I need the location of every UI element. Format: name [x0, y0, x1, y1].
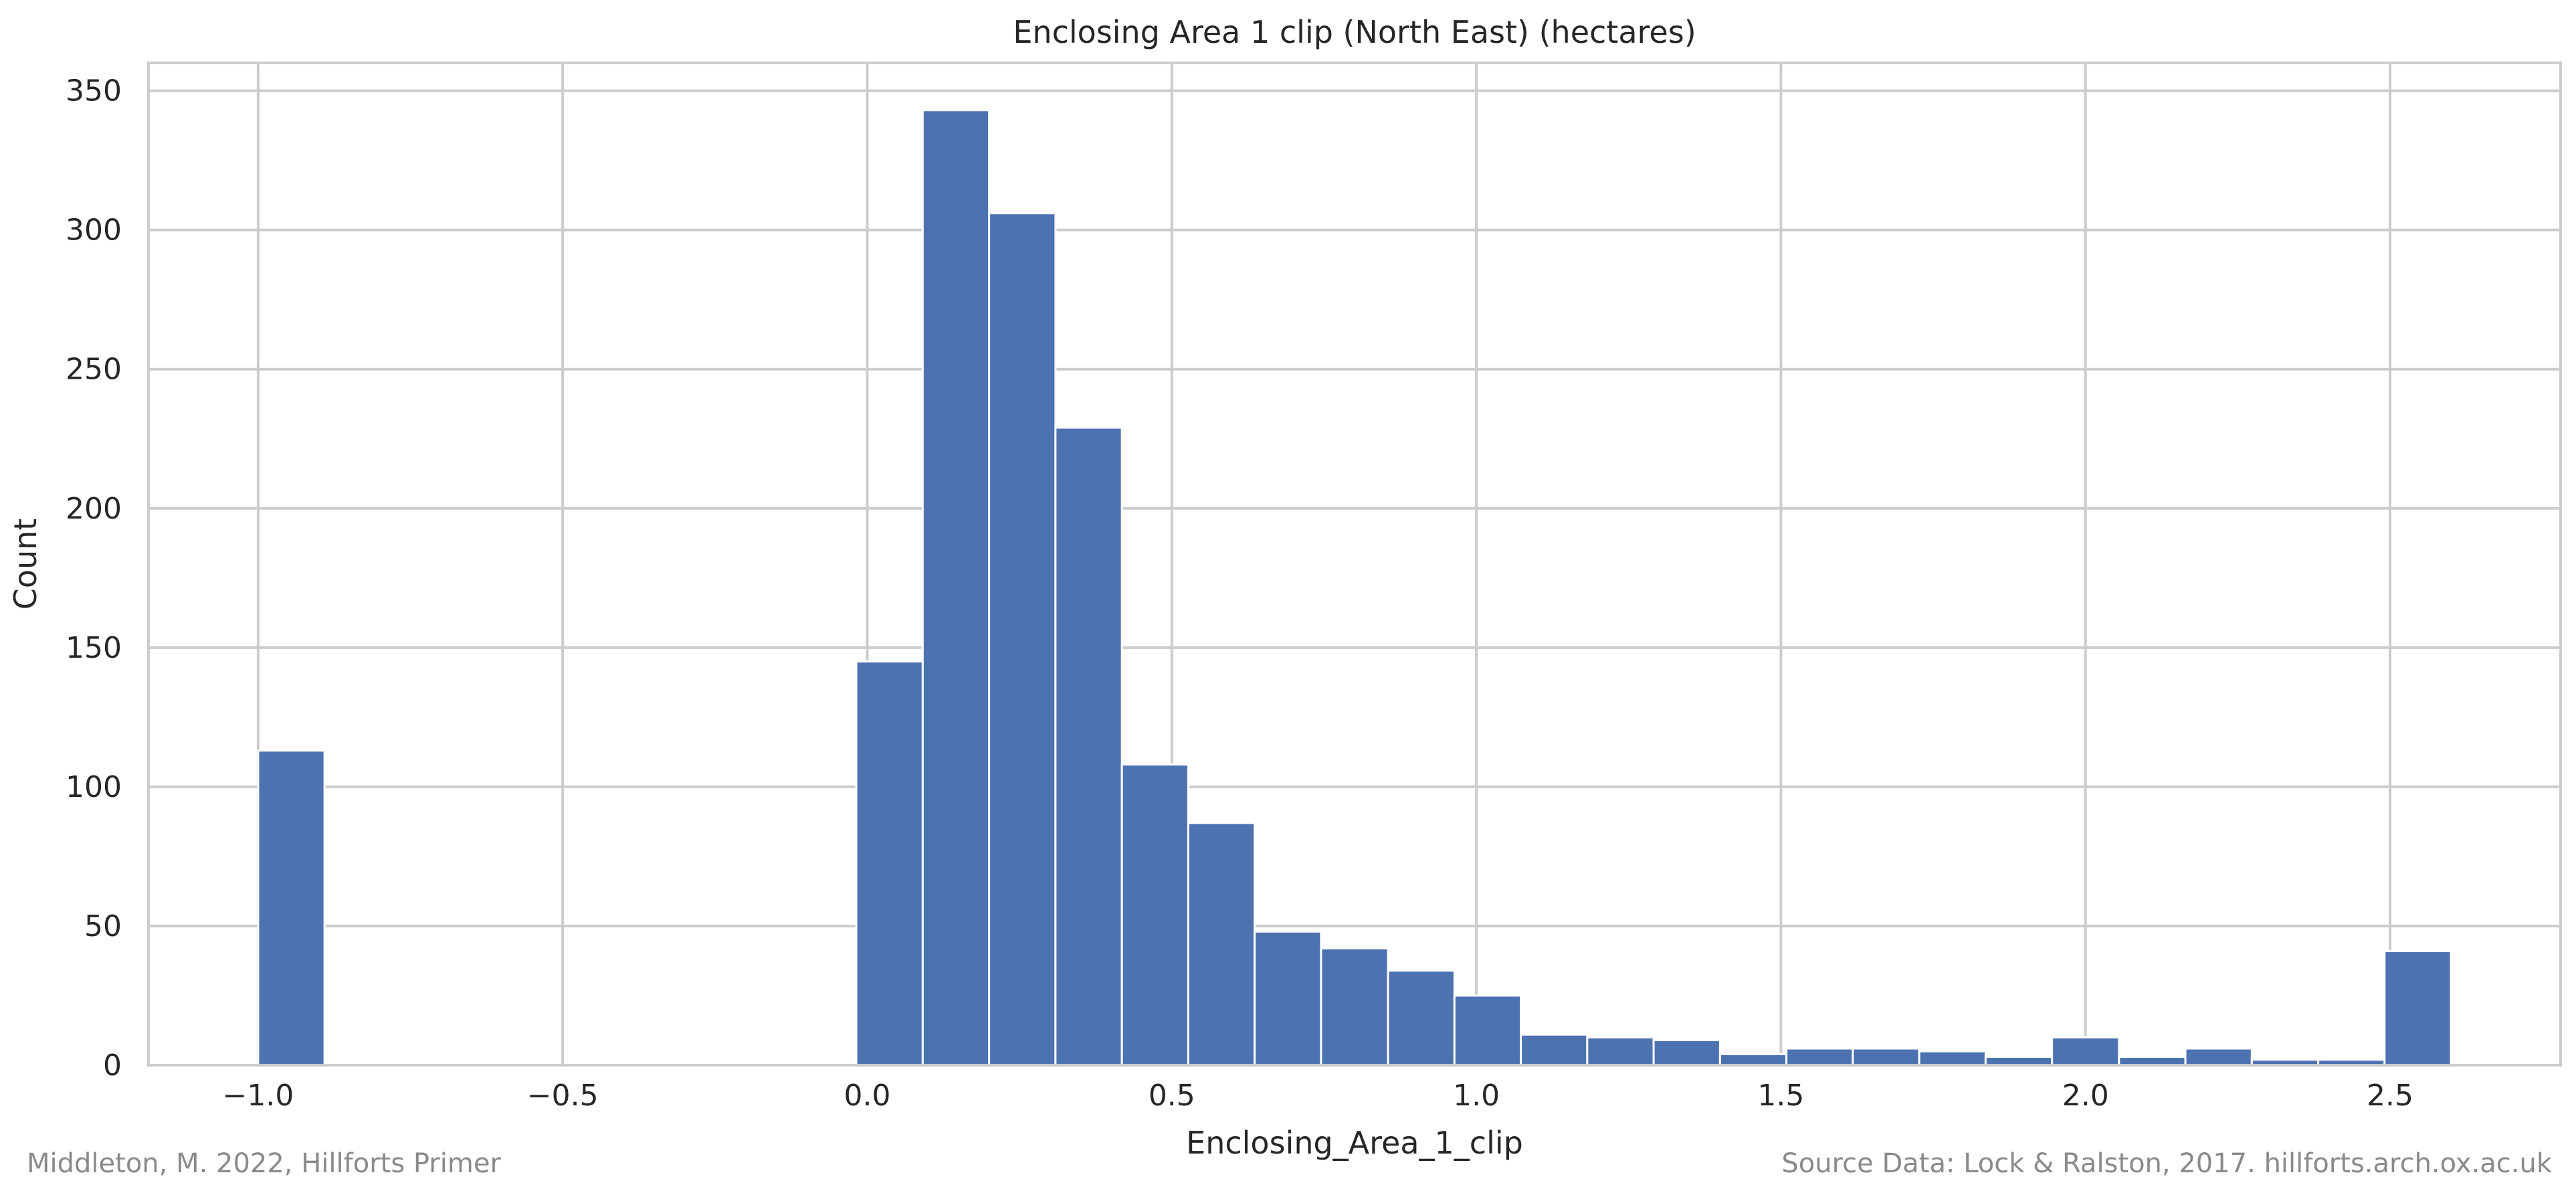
histogram-bar	[1785, 1047, 1854, 1067]
x-axis-label: Enclosing_Area_1_clip	[1186, 1125, 1523, 1161]
x-tick-label: 2.5	[2367, 1079, 2413, 1113]
y-tick-label: 200	[66, 492, 122, 526]
histogram-bar	[2184, 1047, 2253, 1067]
chart-title: Enclosing Area 1 clip (North East) (hect…	[1013, 14, 1696, 50]
author-credit: Middleton, M. 2022, Hillforts Primer	[27, 1148, 501, 1179]
source-credit: Source Data: Lock & Ralston, 2017. hillf…	[1781, 1148, 2552, 1179]
histogram-bar	[1852, 1047, 1920, 1067]
histogram-bar	[2051, 1036, 2120, 1067]
y-tick-label: 350	[66, 74, 122, 108]
x-tick-label: −0.5	[527, 1079, 599, 1113]
histogram-bar	[1586, 1036, 1655, 1067]
x-tick-label: −1.0	[222, 1079, 294, 1113]
y-tick-label: 100	[66, 770, 122, 804]
y-tick-labels: 0 50 100 150 200 250 300 350	[66, 74, 122, 1083]
histogram-bar	[1918, 1050, 1987, 1067]
histogram-bar	[1453, 994, 1522, 1067]
plot-frame	[147, 62, 2562, 1067]
histogram-bar	[1254, 930, 1322, 1067]
histogram-bar	[1187, 822, 1256, 1067]
y-tick-label: 0	[103, 1048, 122, 1083]
x-tick-labels: −1.0 −0.5 0.0 0.5 1.0 1.5 2.0 2.5	[222, 1079, 2413, 1113]
grid-lines	[148, 63, 2561, 1067]
histogram-bar	[855, 660, 924, 1067]
y-tick-label: 250	[66, 353, 122, 387]
x-tick-label: 0.0	[844, 1079, 891, 1113]
histogram-bars	[257, 109, 2452, 1067]
x-tick-label: 1.0	[1453, 1079, 1500, 1113]
histogram-bar	[1120, 763, 1189, 1067]
x-tick-label: 0.5	[1149, 1079, 1195, 1113]
histogram-bar	[1652, 1039, 1721, 1067]
histogram-bar	[1054, 426, 1123, 1067]
y-axis-label: Count	[7, 519, 43, 610]
x-tick-label: 1.5	[1757, 1079, 1804, 1113]
histogram-bar	[1387, 970, 1456, 1067]
histogram-bar	[1320, 947, 1389, 1067]
y-tick-label: 150	[66, 631, 122, 665]
histogram-bar	[1520, 1033, 1589, 1067]
histogram-bar	[921, 109, 991, 1067]
histogram-bar	[2383, 949, 2452, 1067]
y-tick-label: 300	[66, 213, 122, 248]
histogram-bar	[1718, 1053, 1788, 1067]
x-tick-label: 2.0	[2062, 1079, 2109, 1113]
histogram-bar	[257, 749, 326, 1067]
histogram-bar	[988, 212, 1057, 1067]
y-tick-label: 50	[84, 909, 122, 943]
